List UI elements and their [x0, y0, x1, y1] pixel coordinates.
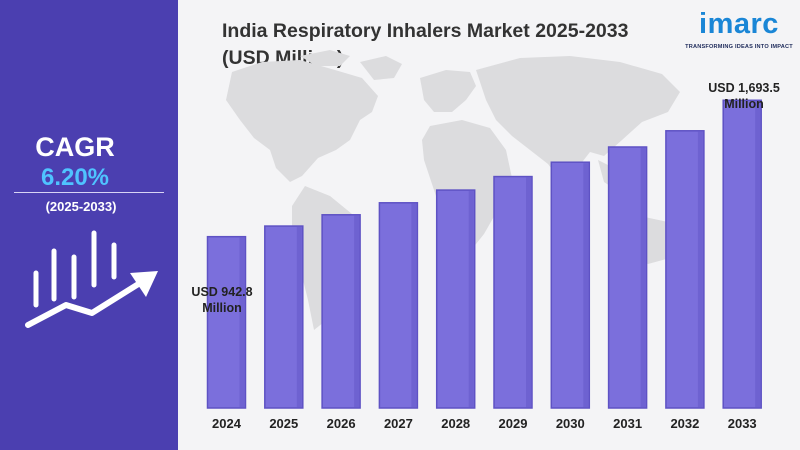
bar-shade-2033	[755, 101, 761, 409]
logo-text: imarc	[699, 8, 779, 40]
x-tick-2029: 2029	[499, 416, 528, 431]
bar-shade-2024	[239, 237, 245, 408]
x-tick-2025: 2025	[269, 416, 298, 431]
x-tick-2024: 2024	[212, 416, 242, 431]
bar-shade-2025	[296, 227, 302, 408]
x-tick-2030: 2030	[556, 416, 585, 431]
cagr-period: (2025-2033)	[45, 199, 117, 214]
x-tick-2032: 2032	[670, 416, 699, 431]
bar-2030	[550, 161, 591, 409]
bar-2032	[665, 130, 705, 409]
bar-2029	[493, 175, 533, 409]
last-bar-callout: USD 1,693.5 Million	[694, 80, 794, 112]
bar-shade-2029	[526, 177, 531, 408]
first-callout-unit: Million	[202, 301, 242, 315]
bar-shade-2032	[697, 131, 703, 408]
cagr-label: CAGR	[35, 132, 115, 162]
first-bar-callout: USD 942.8 Million	[180, 284, 264, 316]
last-callout-unit: Million	[724, 97, 764, 111]
bar-shade-2028	[468, 191, 474, 408]
x-tick-2026: 2026	[327, 416, 356, 431]
left-panel: CAGR 6.20% (2025-2033)	[0, 0, 178, 450]
bar-shade-2026	[354, 215, 360, 408]
x-tick-2033: 2033	[728, 416, 757, 431]
bar-2027	[378, 202, 419, 409]
imarc-logo: imarc TRANSFORMING IDEAS INTO IMPACT	[684, 8, 794, 53]
bar-growth-arrow-icon	[25, 230, 158, 328]
bar-2028	[435, 189, 476, 409]
bar-shade-2030	[583, 163, 589, 408]
first-callout-value: USD 942.8	[191, 285, 253, 299]
bar-2026	[321, 214, 361, 409]
x-tick-2027: 2027	[384, 416, 413, 431]
bar-shade-2027	[411, 203, 417, 408]
bar-2024	[206, 235, 247, 409]
x-tick-2031: 2031	[613, 416, 642, 431]
bar-2031	[607, 146, 648, 409]
bar-2033	[722, 99, 762, 409]
bar-shade-2031	[640, 147, 646, 408]
last-callout-value: USD 1,693.5	[708, 81, 780, 95]
logo-tagline: TRANSFORMING IDEAS INTO IMPACT	[685, 44, 793, 50]
bar-2025	[264, 225, 304, 409]
x-tick-2028: 2028	[441, 416, 470, 431]
cagr-value: 6.20%	[40, 164, 110, 191]
cagr-divider	[14, 192, 164, 193]
